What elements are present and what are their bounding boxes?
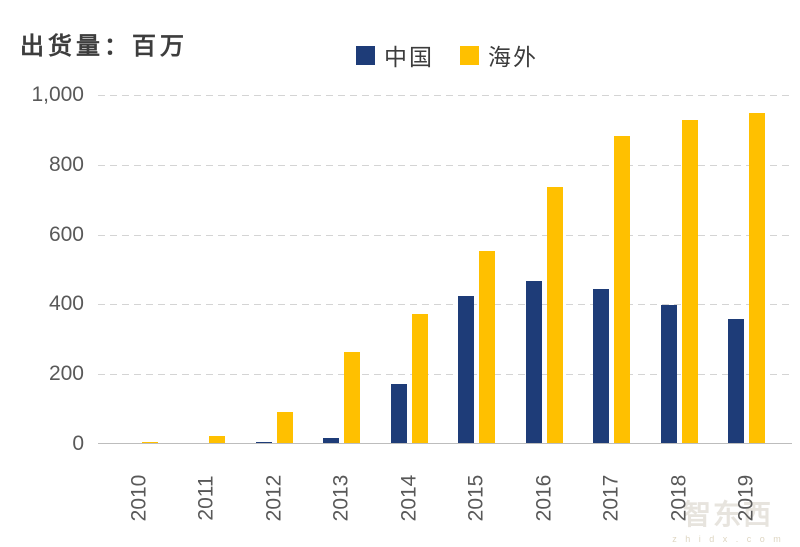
x-tick-label: 2017 (599, 474, 623, 522)
bar-group-2014 (390, 313, 428, 443)
bar-中国-2014 (390, 383, 407, 443)
x-tick-label: 2014 (397, 474, 420, 522)
gridline-200 (98, 374, 792, 376)
y-tick-label: 400 (48, 292, 84, 316)
legend-item-1: 海外 (460, 38, 538, 72)
plot-area (98, 95, 792, 444)
gridline-800 (98, 164, 792, 166)
legend-item-0: 中国 (356, 38, 434, 72)
x-tick-label: 2013 (329, 474, 353, 522)
gridline-1000 (98, 95, 792, 96)
bar-中国-2013 (323, 438, 339, 443)
bar-group-2019 (728, 113, 765, 443)
y-tick-label: 0 (72, 432, 84, 455)
y-tick-label: 600 (48, 222, 84, 246)
legend-swatch (460, 45, 479, 65)
chart-title: 出货量：百万 (20, 34, 188, 60)
legend-swatch (356, 45, 375, 65)
bar-海外-2010 (141, 442, 158, 443)
legend: 中国 海外 (356, 38, 538, 72)
bar-中国-2015 (458, 296, 474, 443)
bar-group-2010 (121, 442, 158, 443)
legend-label: 海外 (488, 45, 538, 70)
bar-group-2017 (593, 135, 630, 443)
bar-中国-2017 (593, 289, 609, 443)
bar-海外-2018 (681, 120, 698, 443)
legend-label: 中国 (384, 45, 434, 70)
x-tick-box-2019: 2019 (705, 452, 789, 544)
x-tick-label: 2011 (194, 475, 218, 521)
bar-海外-2013 (344, 352, 360, 443)
bar-中国-2018 (660, 305, 677, 443)
x-tick-label: 2016 (532, 474, 555, 522)
bar-海外-2012 (276, 411, 293, 443)
bar-group-2016 (525, 186, 563, 443)
bar-海外-2016 (546, 186, 563, 443)
y-tick-label: 200 (48, 362, 84, 386)
bar-中国-2019 (728, 319, 744, 443)
gridline-400 (98, 304, 792, 306)
y-tick-label: 800 (48, 152, 84, 176)
gridline-600 (98, 234, 792, 236)
bar-海外-2019 (749, 113, 765, 443)
x-tick-label: 2010 (127, 474, 150, 522)
x-tick-label: 2019 (734, 474, 758, 522)
bar-group-2015 (458, 251, 495, 443)
x-tick-label: 2018 (667, 474, 690, 522)
bar-海外-2017 (614, 135, 630, 443)
bar-海外-2014 (411, 313, 428, 443)
watermark: 智东西 z h i d x . c o m (662, 493, 794, 544)
bar-中国-2012 (255, 442, 272, 443)
bar-海外-2015 (479, 251, 495, 443)
bar-group-2018 (660, 120, 698, 443)
bar-group-2012 (255, 411, 293, 443)
watermark-caption: z h i d x . c o m (672, 534, 784, 544)
bar-中国-2016 (525, 280, 542, 443)
bar-海外-2011 (209, 436, 225, 443)
x-axis-line (98, 443, 792, 444)
y-tick-label: 1,000 (31, 83, 84, 106)
x-tick-label: 2015 (464, 474, 488, 522)
watermark-logo-text: 智东西 (682, 500, 773, 531)
x-tick-label: 2012 (262, 474, 285, 522)
bar-group-2013 (323, 352, 360, 443)
bar-group-2011 (188, 436, 225, 443)
